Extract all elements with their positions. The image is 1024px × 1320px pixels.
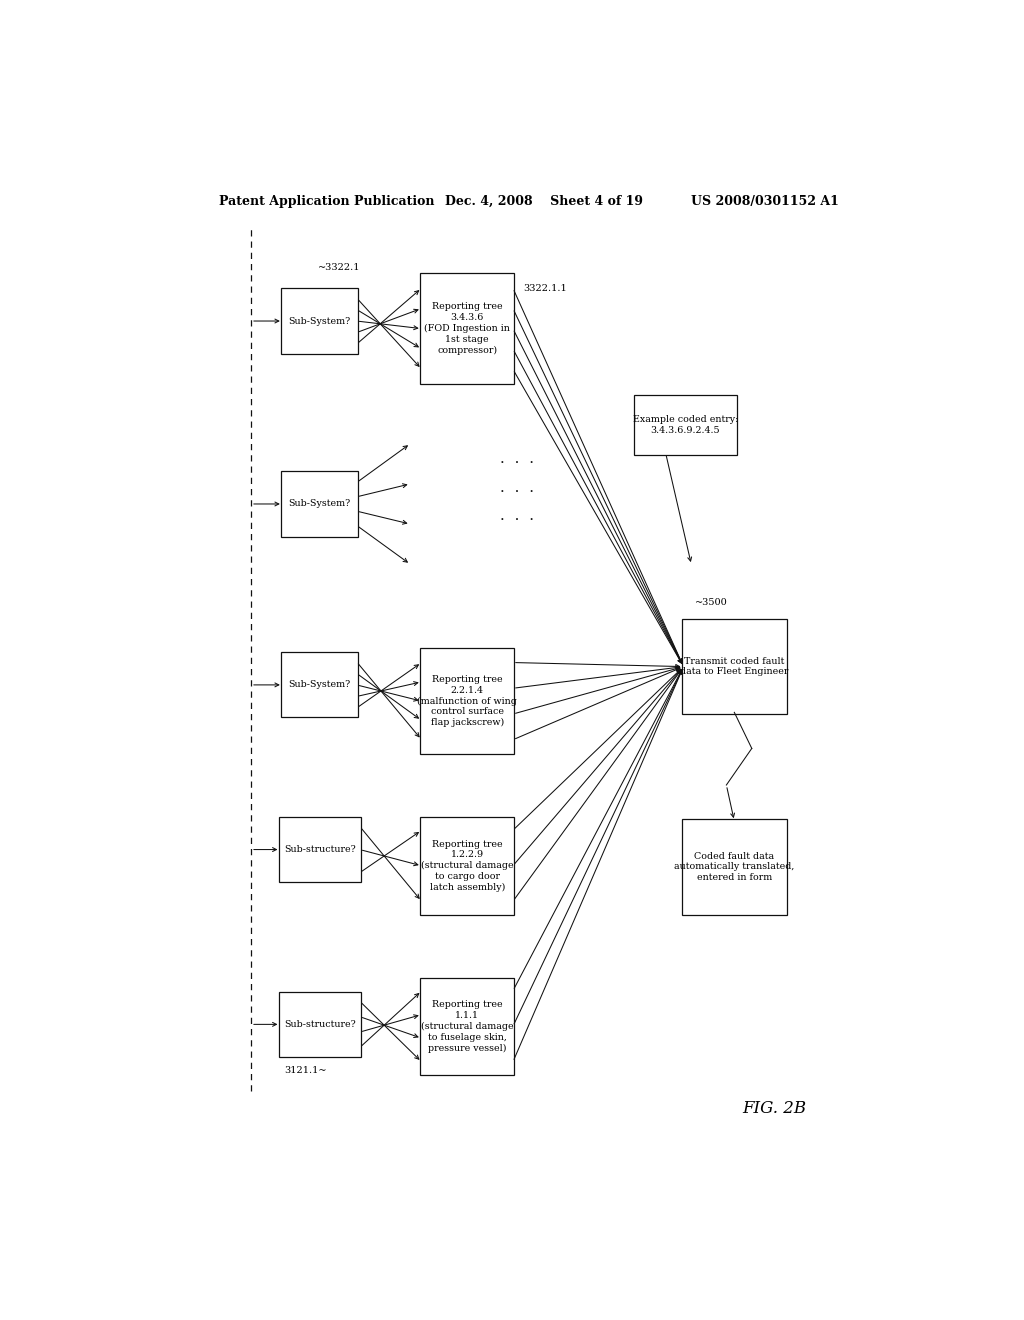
Text: US 2008/0301152 A1: US 2008/0301152 A1 <box>691 194 840 207</box>
Text: ·  ·  ·: · · · <box>500 457 534 470</box>
FancyBboxPatch shape <box>682 619 786 714</box>
Text: Dec. 4, 2008    Sheet 4 of 19: Dec. 4, 2008 Sheet 4 of 19 <box>445 194 643 207</box>
Text: Reporting tree
3.4.3.6
(FOD Ingestion in
1st stage
compressor): Reporting tree 3.4.3.6 (FOD Ingestion in… <box>424 302 510 355</box>
FancyBboxPatch shape <box>282 652 358 718</box>
Text: ~3322.1: ~3322.1 <box>318 263 361 272</box>
Text: 3121.1~: 3121.1~ <box>285 1065 327 1074</box>
FancyBboxPatch shape <box>420 817 514 915</box>
FancyBboxPatch shape <box>282 471 358 536</box>
Text: ~3500: ~3500 <box>694 598 727 607</box>
Text: FIG. 2B: FIG. 2B <box>742 1101 807 1117</box>
Text: Reporting tree
2.2.1.4
(malfunction of wing
control surface
flap jackscrew): Reporting tree 2.2.1.4 (malfunction of w… <box>418 675 517 727</box>
Text: Reporting tree
1.1.1
(structural damage
to fuselage skin,
pressure vessel): Reporting tree 1.1.1 (structural damage … <box>421 1001 514 1052</box>
Text: ·  ·  ·: · · · <box>500 513 534 527</box>
FancyBboxPatch shape <box>420 978 514 1076</box>
Text: ·  ·  ·: · · · <box>500 484 534 499</box>
FancyBboxPatch shape <box>634 395 736 455</box>
FancyBboxPatch shape <box>279 991 361 1057</box>
Text: 3322.1.1: 3322.1.1 <box>523 284 567 293</box>
FancyBboxPatch shape <box>282 289 358 354</box>
Text: Patent Application Publication: Patent Application Publication <box>219 194 435 207</box>
Text: Sub-structure?: Sub-structure? <box>285 845 356 854</box>
FancyBboxPatch shape <box>420 273 514 384</box>
FancyBboxPatch shape <box>682 818 786 915</box>
Text: Reporting tree
1.2.2.9
(structural damage
to cargo door
latch assembly): Reporting tree 1.2.2.9 (structural damag… <box>421 840 514 892</box>
FancyBboxPatch shape <box>420 648 514 754</box>
Text: Sub-System?: Sub-System? <box>289 680 351 689</box>
Text: Sub-System?: Sub-System? <box>289 499 351 508</box>
Text: Example coded entry:
3.4.3.6.9.2.4.5: Example coded entry: 3.4.3.6.9.2.4.5 <box>633 416 738 436</box>
FancyBboxPatch shape <box>279 817 361 882</box>
Text: Coded fault data
automatically translated,
entered in form: Coded fault data automatically translate… <box>674 851 795 882</box>
Text: Transmit coded fault
data to Fleet Engineer: Transmit coded fault data to Fleet Engin… <box>680 657 788 676</box>
Text: Sub-structure?: Sub-structure? <box>285 1020 356 1028</box>
Text: Sub-System?: Sub-System? <box>289 317 351 326</box>
